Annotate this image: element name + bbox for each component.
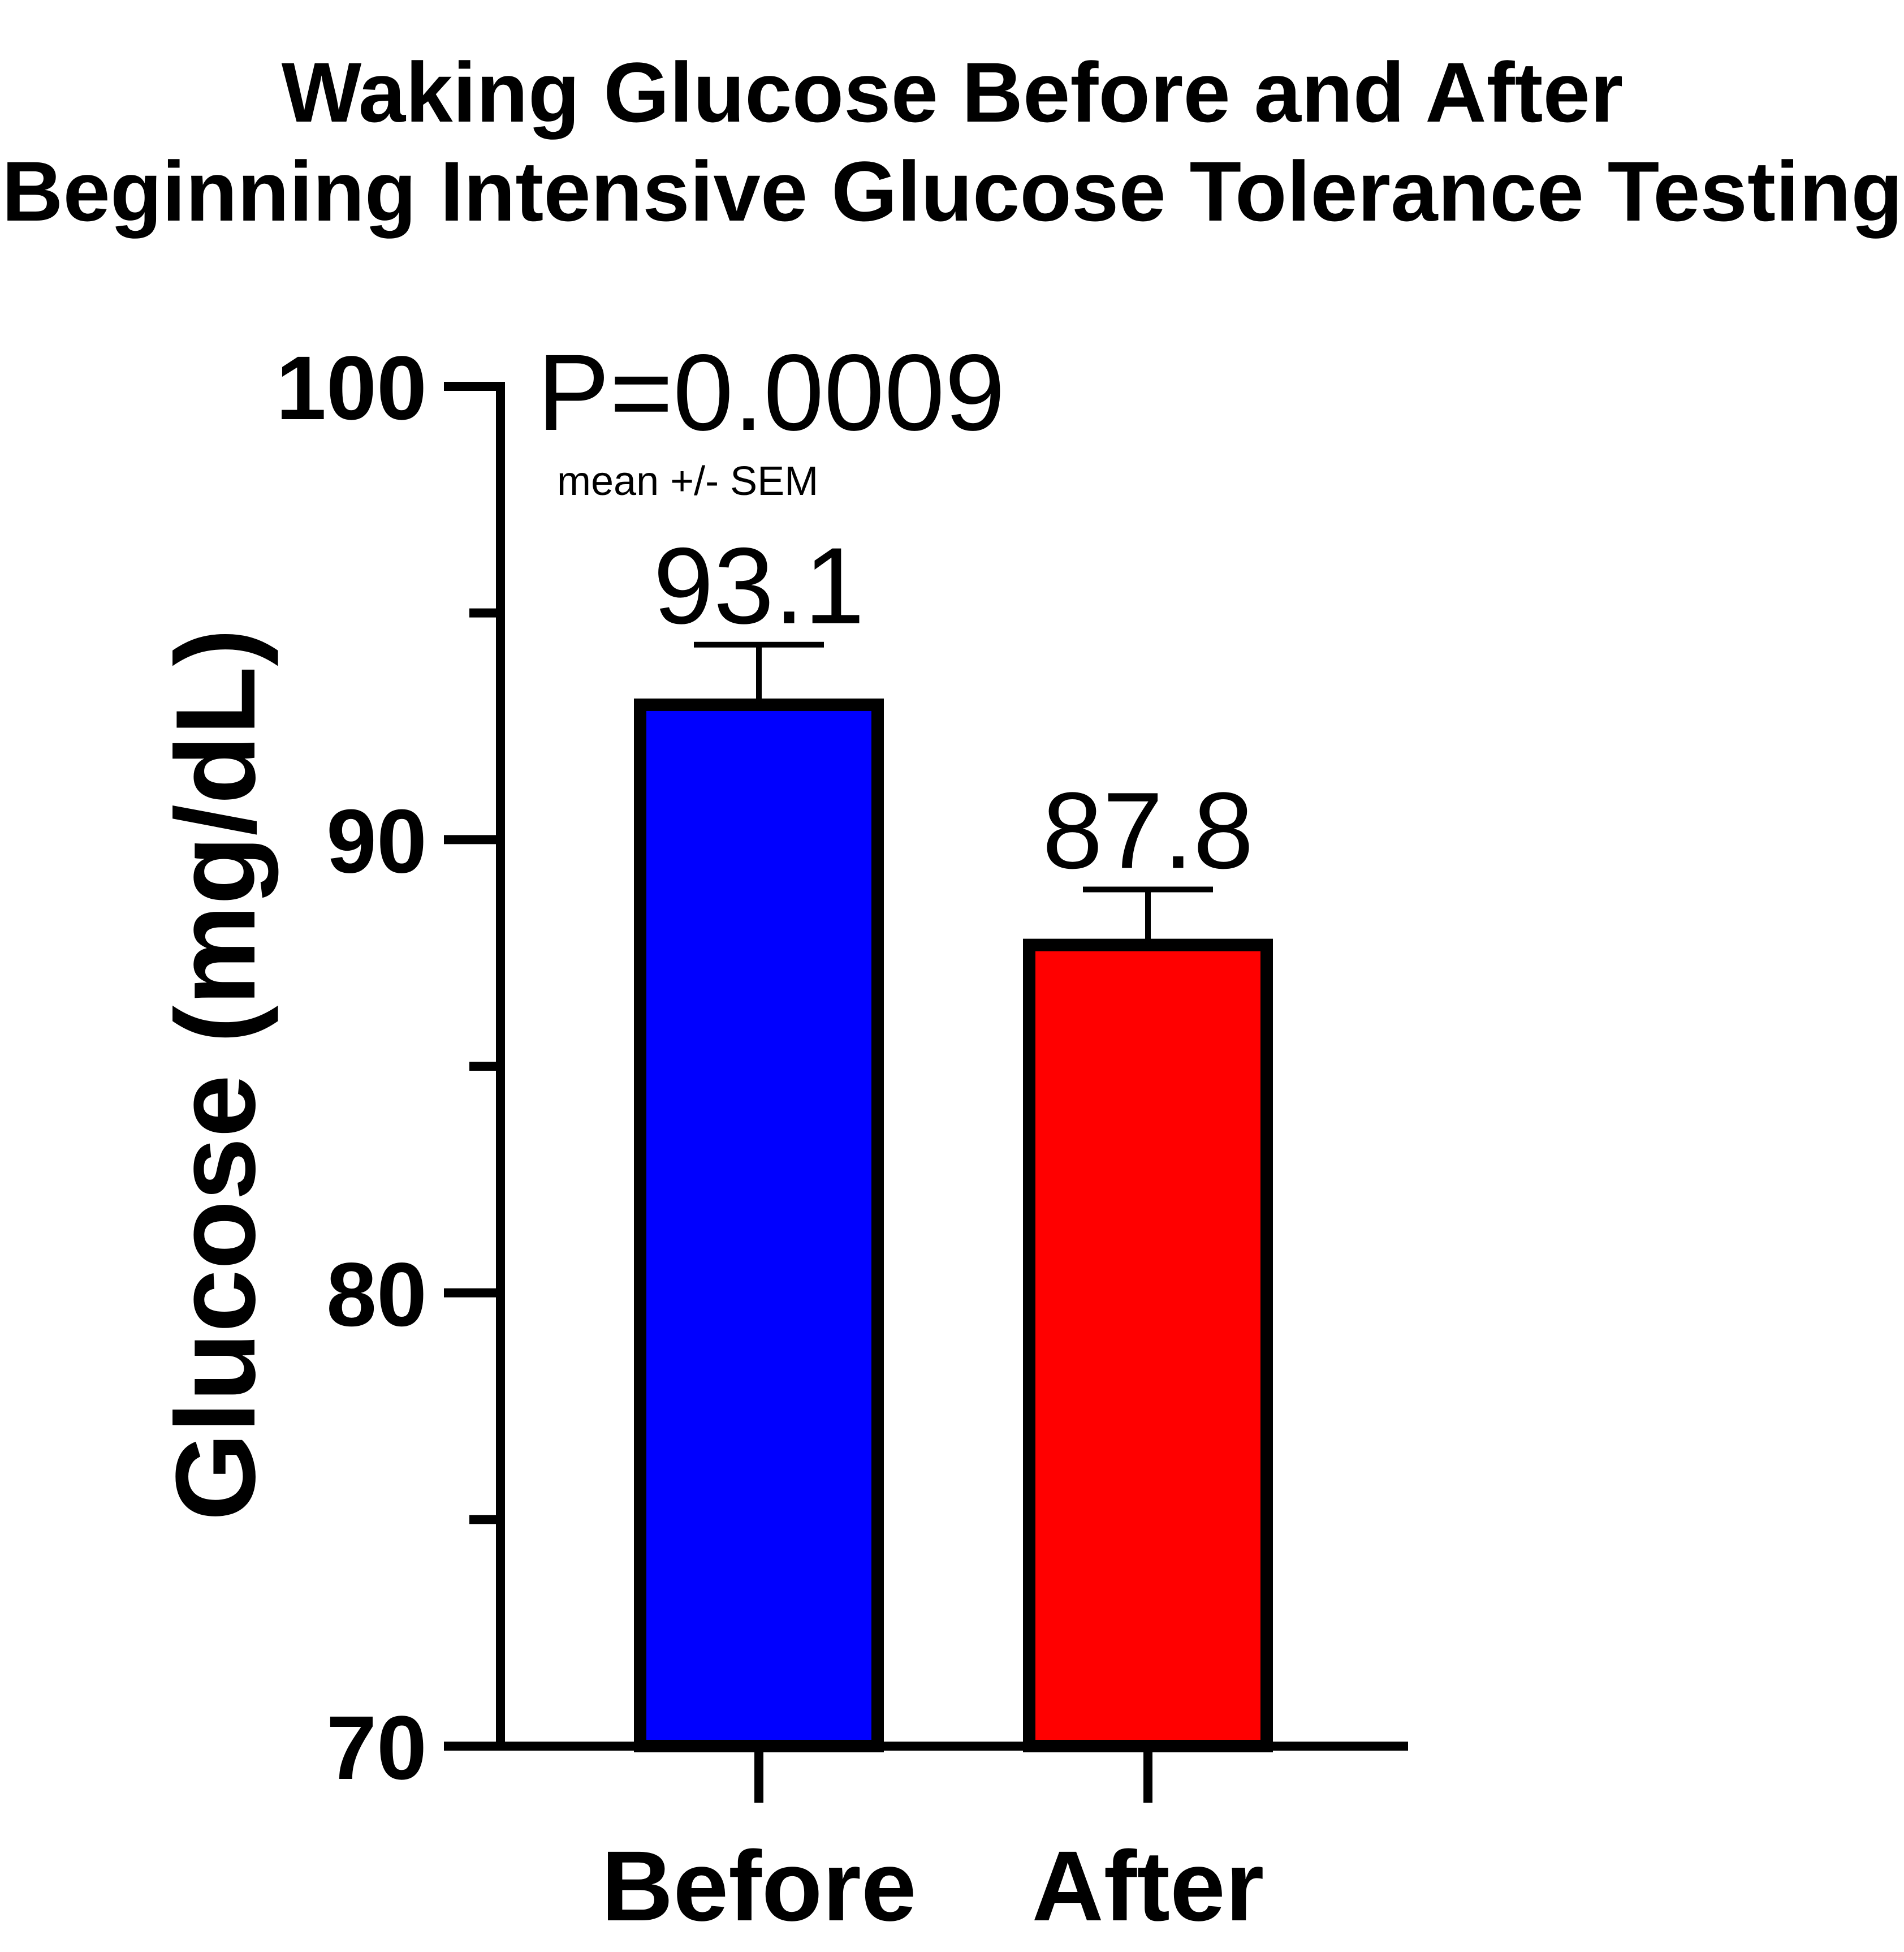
y-axis-label: Glucose (mg/dL)	[153, 628, 279, 1521]
data-label: 87.8	[1042, 769, 1254, 891]
bar-before	[634, 698, 884, 1752]
mean-sem-note: mean +/- SEM	[557, 459, 818, 504]
chart-subtitle: Beginning Intensive Glucose Tolerance Te…	[2, 144, 1903, 239]
bar-after	[1023, 938, 1273, 1752]
axes: 70 80 90 100 Before After	[276, 337, 1408, 1942]
y-tick-label: 70	[326, 1697, 427, 1798]
data-label: 93.1	[653, 525, 865, 647]
x-tick-label: Before	[601, 1831, 916, 1942]
bars: 93.1 87.8	[634, 525, 1273, 1752]
chart-title: Waking Glucose Before and After	[282, 45, 1624, 140]
y-tick-label: 100	[276, 337, 427, 438]
x-tick-label: After	[1032, 1831, 1264, 1942]
y-tick-label: 80	[326, 1244, 427, 1345]
p-value-annotation: P=0.0009	[537, 331, 1005, 453]
y-tick-label: 90	[326, 790, 427, 891]
